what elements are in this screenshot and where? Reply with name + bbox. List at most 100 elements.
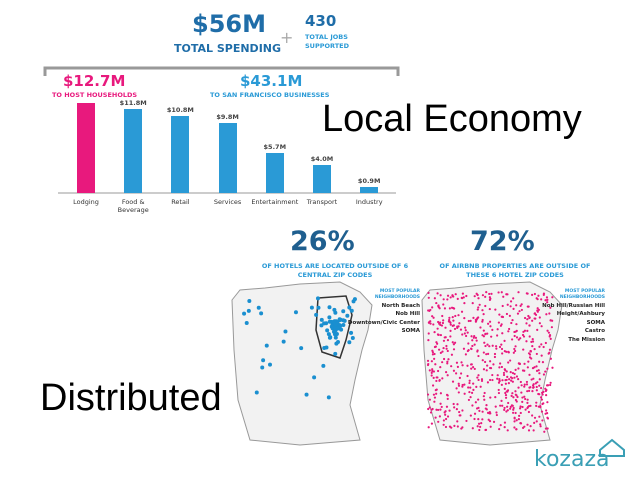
- map-dot: [538, 384, 541, 387]
- map-dot: [535, 352, 538, 356]
- map-dot: [537, 308, 540, 311]
- map-dot: [534, 382, 537, 385]
- map-dot: [475, 339, 478, 342]
- map-dot: [439, 402, 442, 405]
- map-dot: [488, 420, 492, 423]
- map-dot: [467, 342, 470, 345]
- map-dot: [430, 374, 433, 377]
- map-dot: [242, 311, 247, 316]
- map-dot: [321, 363, 326, 368]
- map-dot: [546, 411, 549, 415]
- map-dot: [482, 395, 485, 398]
- neighborhood: Downtown/Civic Center: [347, 319, 420, 326]
- map-dot: [445, 344, 448, 348]
- map-dot: [514, 393, 517, 396]
- map-dot: [504, 393, 508, 397]
- households-label: TO HOST HOUSEHOLDS: [52, 91, 138, 99]
- map-dot: [505, 370, 508, 373]
- map-dot: [459, 372, 463, 375]
- map-dot: [531, 384, 535, 387]
- map-dot: [519, 422, 522, 425]
- map-dot: [523, 385, 526, 388]
- map-dot: [246, 308, 251, 313]
- map-dot: [512, 351, 515, 354]
- map-dot: [342, 318, 347, 323]
- map-dot: [460, 361, 463, 364]
- map-dot: [457, 314, 460, 317]
- list-title: MOST POPULAR NEIGHBORHOODS: [559, 289, 605, 300]
- map-dot: [464, 329, 467, 332]
- x-tick-label: Industry: [355, 198, 383, 206]
- map-dot: [530, 357, 533, 360]
- map-dot: [439, 333, 442, 337]
- map-dot: [454, 341, 457, 344]
- map-dot: [501, 352, 504, 355]
- map-dot: [525, 322, 528, 325]
- map-dot: [545, 409, 548, 412]
- map-dot: [526, 398, 529, 401]
- map-dot: [448, 409, 451, 412]
- map-dot: [500, 347, 504, 351]
- map-dot: [512, 396, 515, 399]
- map-dot: [517, 417, 520, 421]
- map-dot: [522, 348, 525, 351]
- map-dot: [326, 395, 331, 400]
- map-dot: [461, 292, 464, 295]
- map-dot: [538, 393, 541, 396]
- map-dot: [459, 414, 462, 417]
- map-dot: [452, 343, 455, 346]
- map-dot: [531, 367, 535, 370]
- map-dot: [523, 395, 526, 398]
- map-dot: [473, 343, 476, 346]
- map-dot: [432, 393, 436, 396]
- map-dot: [528, 373, 531, 376]
- map-dot: [431, 315, 434, 318]
- map-dot: [433, 331, 436, 334]
- map-dot: [546, 367, 549, 370]
- map-dot: [542, 373, 546, 376]
- map-dot: [437, 304, 440, 307]
- map-dot: [540, 325, 543, 328]
- map-dot: [455, 372, 458, 375]
- map-dot: [501, 332, 504, 335]
- map-dot: [544, 341, 547, 345]
- value-label: $5.7M: [263, 142, 287, 151]
- map-dot: [441, 321, 445, 325]
- map-dot: [541, 361, 545, 364]
- map-dot: [516, 312, 520, 315]
- map-dot: [479, 326, 482, 329]
- map-dot: [439, 366, 442, 369]
- map-dot: [511, 380, 514, 383]
- map-dot: [281, 339, 286, 344]
- map-dot: [511, 392, 514, 395]
- map-dot: [448, 425, 452, 428]
- map-dot: [510, 379, 513, 382]
- map-dot: [456, 403, 459, 406]
- map-dot: [463, 316, 466, 320]
- map-dot: [431, 407, 434, 411]
- map-dot: [507, 330, 510, 333]
- map-dot: [519, 405, 522, 408]
- map-dot: [527, 404, 531, 408]
- map-dot: [539, 386, 543, 390]
- map-dot: [523, 383, 526, 386]
- map-dot: [470, 367, 473, 370]
- map-dot: [433, 357, 436, 360]
- map-dot: [467, 386, 470, 389]
- map-dot: [486, 381, 490, 384]
- map-dot: [546, 427, 549, 430]
- map-dot: [489, 366, 492, 370]
- map-dot: [517, 378, 520, 381]
- map-dot: [514, 411, 517, 415]
- value-label: $11.8M: [119, 99, 147, 108]
- map-dot: [529, 349, 532, 353]
- map-dot: [506, 405, 509, 408]
- map-dot: [499, 424, 502, 427]
- map-dot: [479, 425, 482, 428]
- map-dot: [433, 400, 436, 403]
- map-dot: [549, 383, 552, 387]
- businesses-label: TO SAN FRANCISCO BUSINESSES: [210, 91, 330, 99]
- map-dot: [264, 343, 269, 348]
- map-dot: [341, 309, 346, 314]
